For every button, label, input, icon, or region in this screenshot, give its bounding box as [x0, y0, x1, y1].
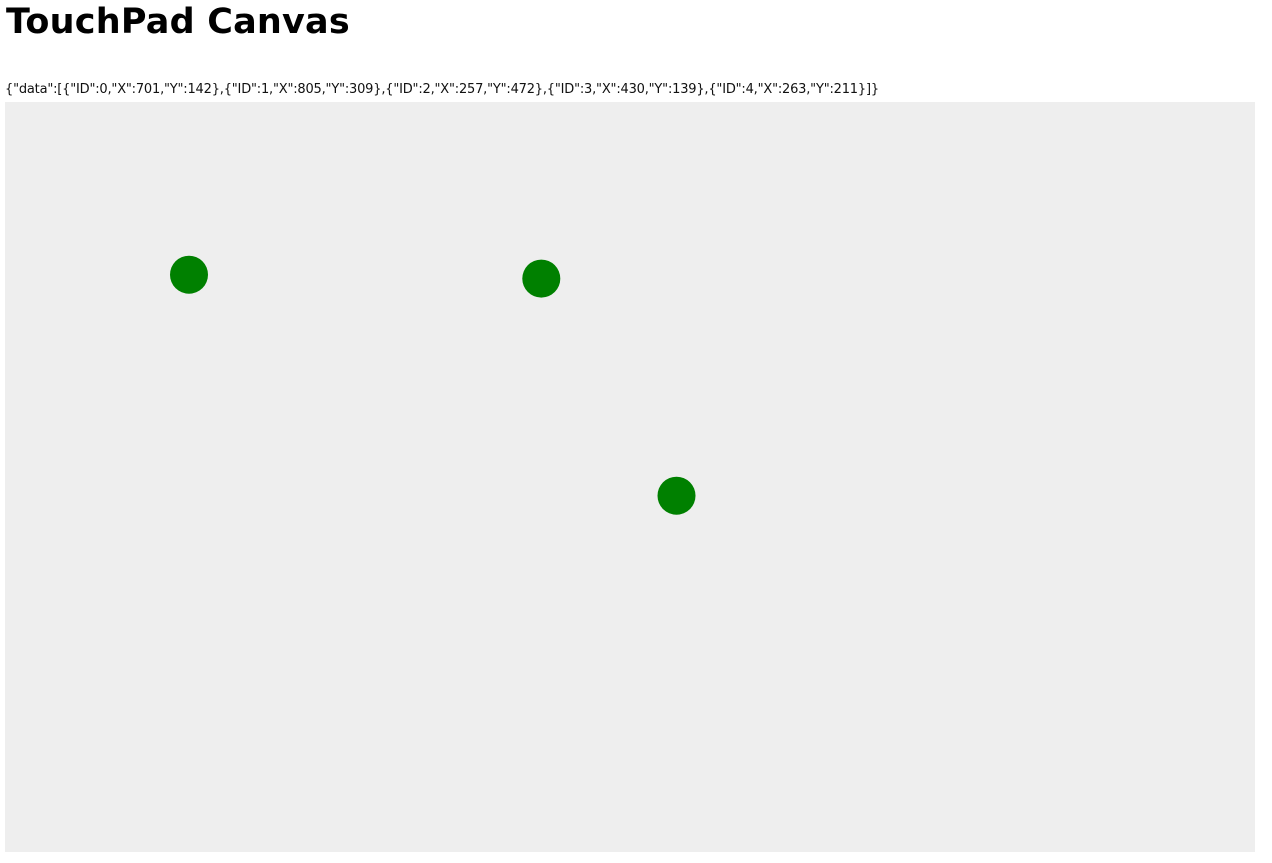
touch-points — [170, 255, 696, 515]
touch-point-3 — [170, 255, 208, 294]
touch-data-readout: {"data":[{"ID":0,"X":701,"Y":142},{"ID":… — [5, 82, 879, 97]
touchpad-background — [5, 102, 1255, 852]
touchpad-canvas[interactable] — [5, 102, 1255, 852]
touch-point-0 — [522, 259, 561, 298]
page-title: TouchPad Canvas — [6, 2, 350, 42]
touch-point-1 — [657, 476, 696, 515]
